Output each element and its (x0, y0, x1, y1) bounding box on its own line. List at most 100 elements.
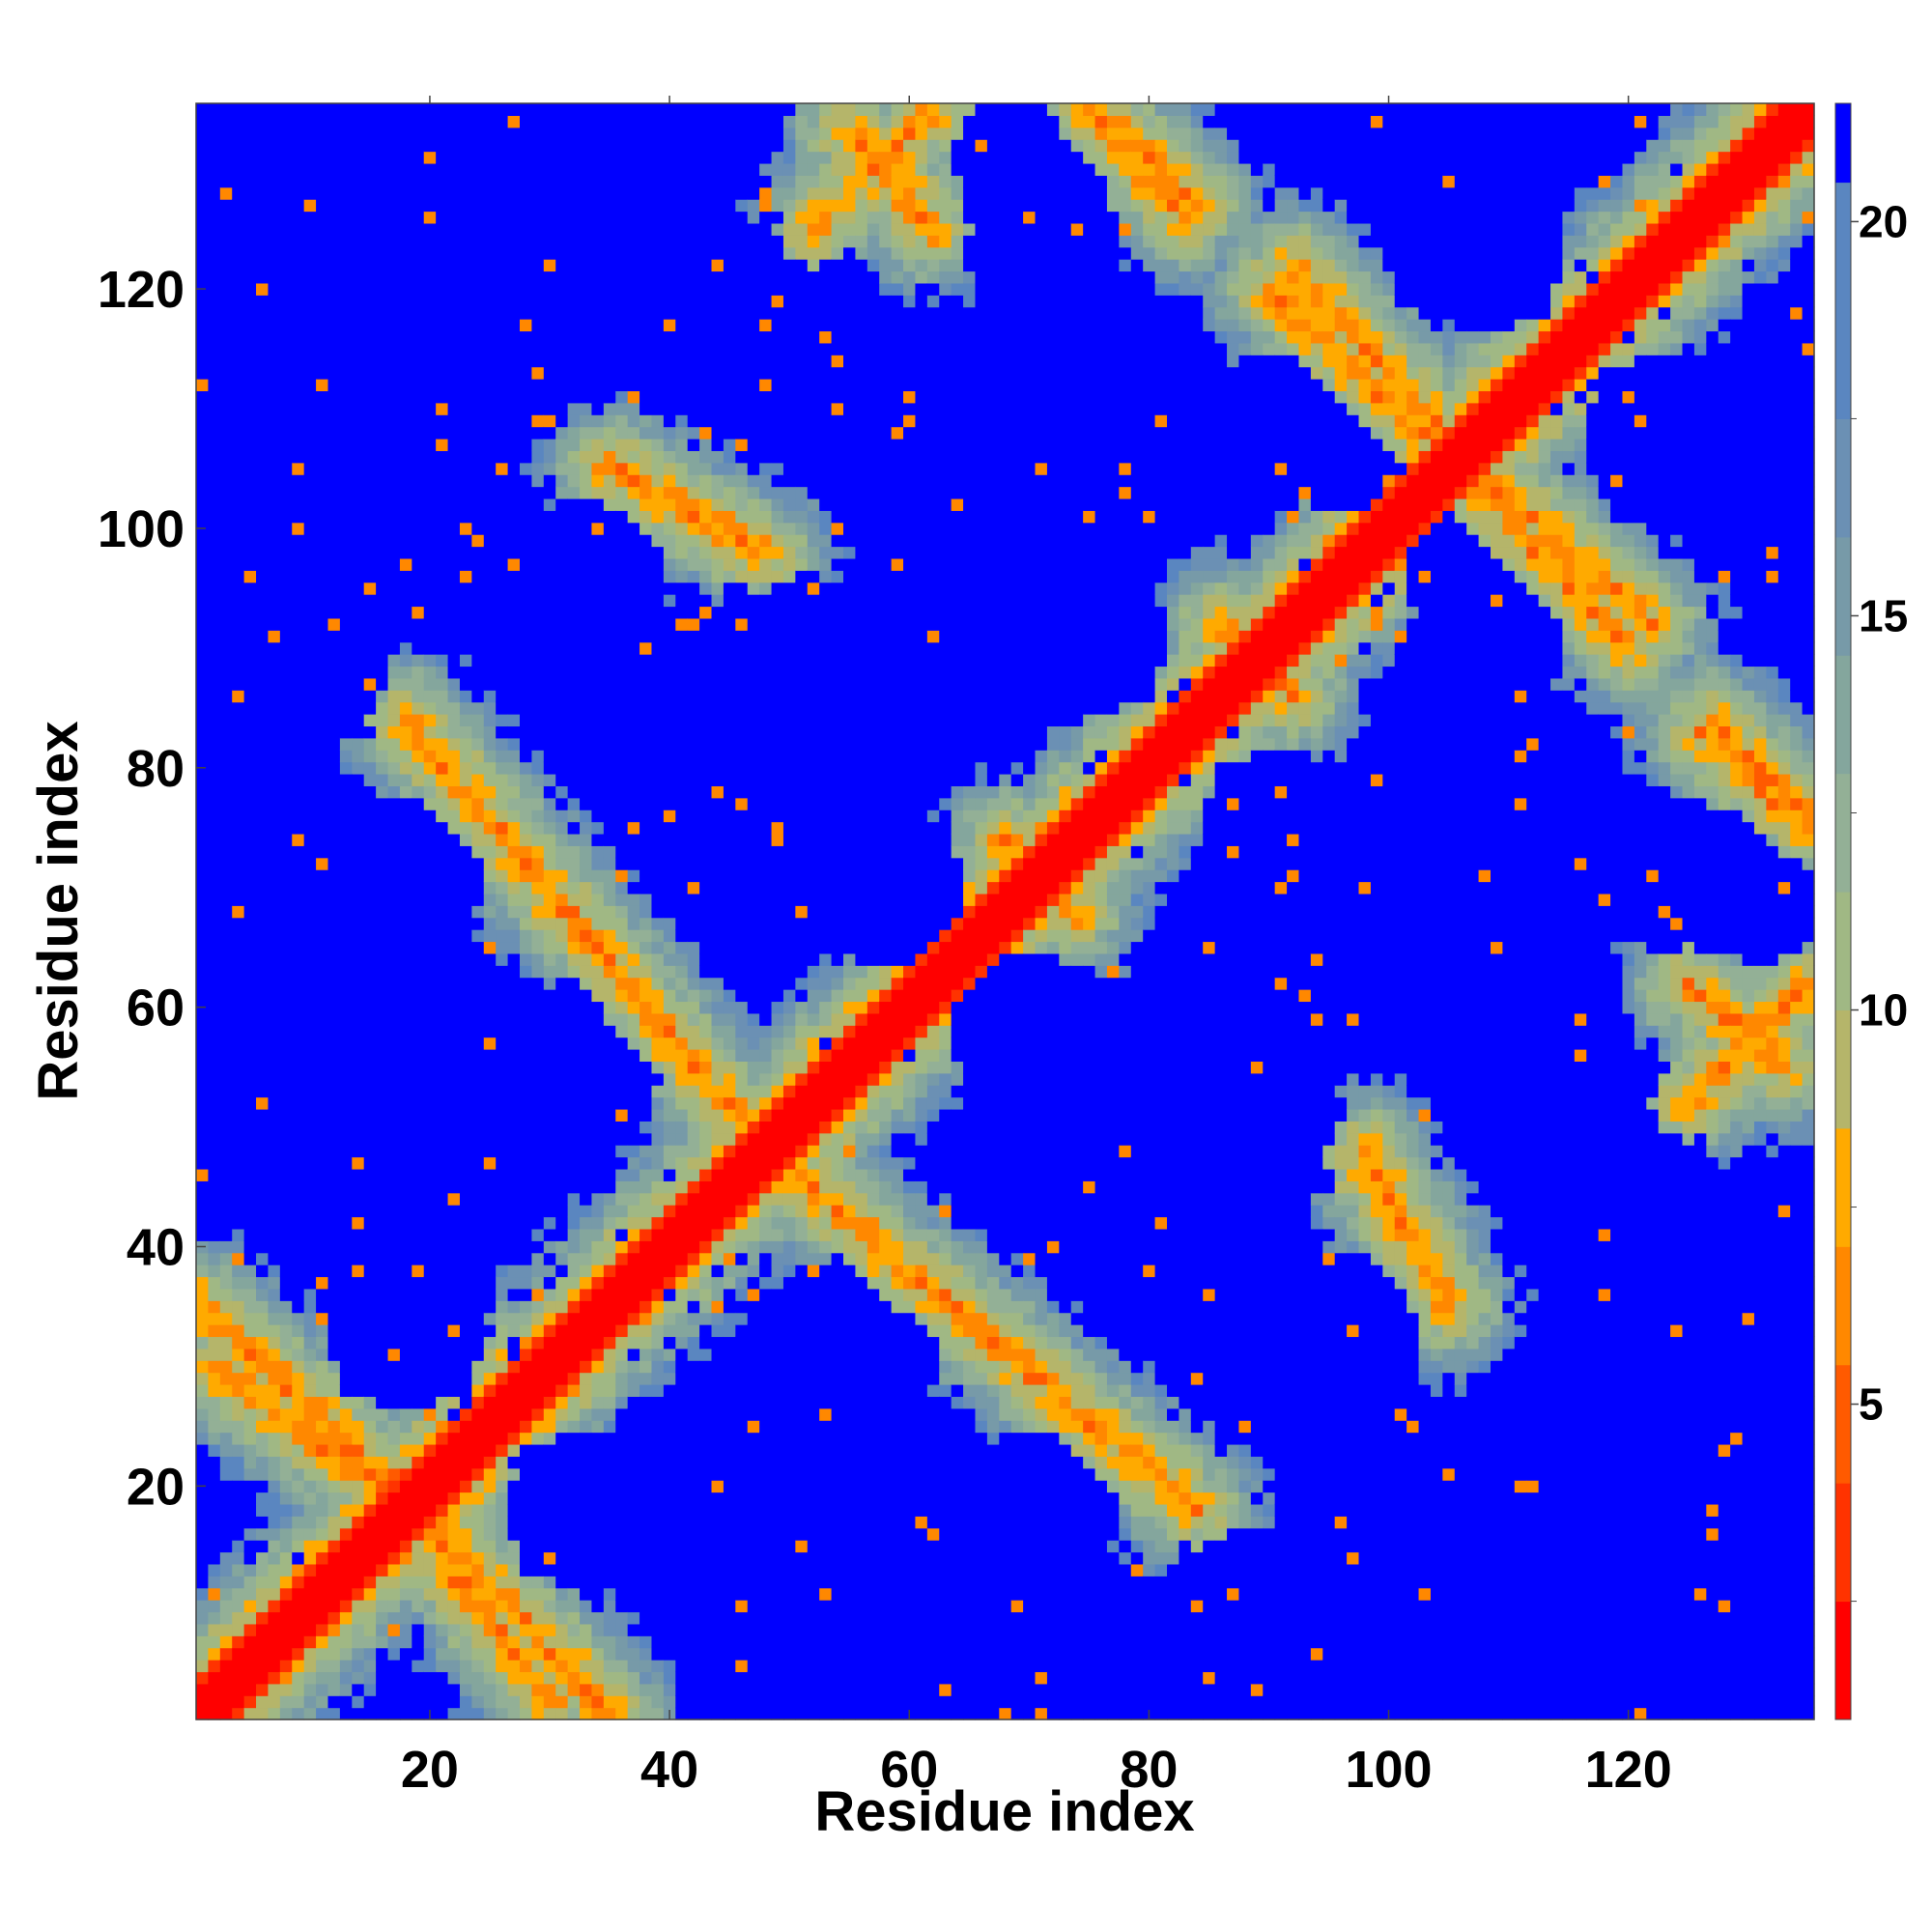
heatmap-cell (363, 103, 377, 116)
heatmap-cell (580, 857, 593, 870)
heatmap-cell (208, 1324, 221, 1338)
heatmap-cell (363, 175, 377, 188)
heatmap-cell (316, 845, 329, 859)
heatmap-cell (483, 1085, 497, 1098)
heatmap-cell (471, 1407, 485, 1421)
heatmap-cell (555, 1205, 569, 1218)
heatmap-cell (268, 175, 281, 188)
heatmap-cell (496, 654, 509, 668)
heatmap-cell (303, 1025, 317, 1038)
heatmap-cell (316, 690, 329, 703)
heatmap-cell (483, 869, 497, 883)
heatmap-cell (580, 235, 593, 248)
heatmap-cell (208, 1671, 221, 1685)
heatmap-cell (483, 1264, 497, 1278)
heatmap-cell (423, 1121, 437, 1134)
heatmap-cell (615, 1300, 629, 1314)
heatmap-cell (243, 175, 257, 188)
heatmap-cell (567, 235, 581, 248)
heatmap-cell (591, 1432, 605, 1445)
heatmap-cell (591, 1276, 605, 1290)
heatmap-cell (327, 1121, 341, 1134)
heatmap-cell (376, 641, 389, 655)
heatmap-cell (543, 617, 556, 631)
heatmap-cell (543, 833, 556, 846)
heatmap-cell (507, 1407, 521, 1421)
heatmap-cell (603, 1503, 616, 1517)
heatmap-cell (567, 701, 581, 715)
heatmap-cell (591, 1145, 605, 1158)
heatmap-cell (627, 1396, 640, 1409)
heatmap-cell (543, 1276, 556, 1290)
heatmap-cell (339, 1623, 353, 1636)
heatmap-cell (520, 139, 533, 153)
heatmap-cell (279, 270, 293, 284)
heatmap-cell (531, 1252, 545, 1265)
heatmap-cell (376, 1600, 389, 1613)
heatmap-cell (543, 151, 556, 164)
heatmap-cell (339, 965, 353, 979)
heatmap-cell (520, 690, 533, 703)
heatmap-cell (580, 1407, 593, 1421)
heatmap-cell (436, 438, 449, 451)
heatmap-cell (232, 1336, 245, 1350)
heatmap-cell (603, 1156, 616, 1170)
heatmap-cell (436, 1420, 449, 1434)
heatmap-cell (567, 330, 581, 344)
heatmap-cell (387, 1635, 401, 1649)
heatmap-cell (496, 1228, 509, 1241)
heatmap-cell (436, 1096, 449, 1110)
heatmap-cell (196, 1132, 210, 1146)
heatmap-cell (208, 438, 221, 451)
heatmap-cell (543, 1168, 556, 1181)
heatmap-cell (327, 773, 341, 786)
heatmap-cell (615, 1623, 629, 1636)
heatmap-cell (603, 1264, 616, 1278)
heatmap-cell (196, 810, 210, 823)
heatmap-cell (219, 186, 233, 200)
heatmap-cell (459, 486, 472, 499)
heatmap-cell (376, 1635, 389, 1649)
heatmap-cell (436, 810, 449, 823)
heatmap-cell (208, 1372, 221, 1385)
heatmap-cell (483, 917, 497, 930)
heatmap-cell (363, 342, 377, 355)
heatmap-cell (268, 486, 281, 499)
heatmap-cell (496, 797, 509, 810)
heatmap-cell (507, 1072, 521, 1086)
heatmap-cell (232, 115, 245, 128)
heatmap-cell (543, 426, 556, 440)
heatmap-cell (471, 1683, 485, 1696)
heatmap-cell (543, 1216, 556, 1230)
heatmap-cell (279, 797, 293, 810)
heatmap-cell (531, 977, 545, 990)
heatmap-cell (447, 845, 461, 859)
heatmap-cell (268, 1671, 281, 1685)
heatmap-cell (496, 1503, 509, 1517)
heatmap-cell (615, 438, 629, 451)
heatmap-cell (459, 1240, 472, 1254)
heatmap-cell (580, 1516, 593, 1529)
heatmap-cell (316, 1085, 329, 1098)
heatmap-cell (243, 1540, 257, 1553)
heatmap-cell (603, 1360, 616, 1374)
heatmap-cell (436, 1156, 449, 1170)
heatmap-cell (567, 162, 581, 176)
heatmap-cell (580, 725, 593, 739)
heatmap-cell (580, 246, 593, 260)
heatmap-cell (507, 1587, 521, 1601)
heatmap-cell (303, 1563, 317, 1577)
heatmap-cell (399, 977, 412, 990)
heatmap-cell (603, 690, 616, 703)
heatmap-cell (303, 594, 317, 608)
heatmap-cell (399, 821, 412, 835)
heatmap-cell (316, 1216, 329, 1230)
heatmap-cell (627, 594, 640, 608)
heatmap-cell (543, 282, 556, 296)
heatmap-cell (339, 1420, 353, 1434)
heatmap-cell (303, 1527, 317, 1541)
heatmap-cell (507, 306, 521, 320)
heatmap-cell (531, 666, 545, 679)
heatmap-cell (316, 1467, 329, 1481)
heatmap-cell (256, 977, 270, 990)
